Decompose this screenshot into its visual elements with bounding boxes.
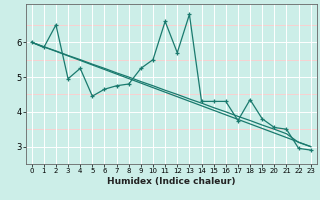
X-axis label: Humidex (Indice chaleur): Humidex (Indice chaleur): [107, 177, 236, 186]
